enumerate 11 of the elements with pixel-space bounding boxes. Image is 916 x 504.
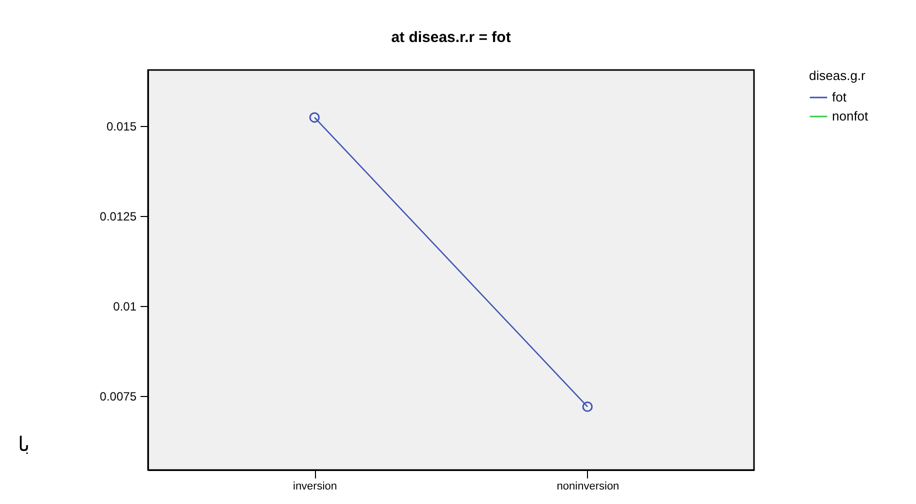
chart-title: at diseas.r.r = fot xyxy=(391,29,511,46)
text: با xyxy=(18,432,30,456)
y-tick-label: 0.0075 xyxy=(100,389,137,404)
x-tick-label: inversion xyxy=(293,480,338,492)
y-tick-label: 0.015 xyxy=(106,120,137,134)
legend-label: fot xyxy=(832,90,847,104)
legend-label: nonfot xyxy=(832,108,869,124)
y-tick-label: 0.0125 xyxy=(100,210,137,224)
x-tick-label: noninversion xyxy=(556,480,620,492)
y-tick-label: 0.01 xyxy=(113,299,137,314)
legend-title: diseas.g.r xyxy=(809,68,866,83)
